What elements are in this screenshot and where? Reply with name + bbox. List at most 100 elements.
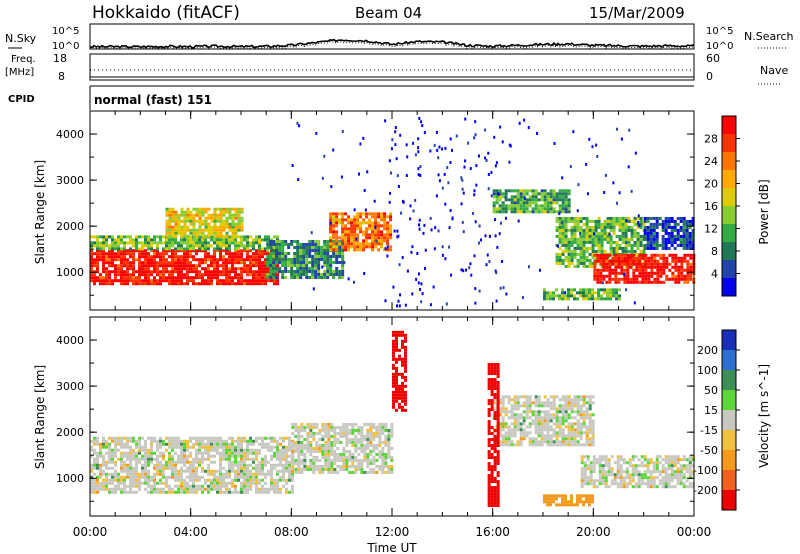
range-tick-label: 3000: [56, 380, 84, 393]
power-colorbar-swatch: [722, 188, 736, 207]
time-tick-label: 04:00: [173, 525, 208, 539]
velocity-colorbar-tick-label: 50: [704, 384, 718, 397]
nsearch-trace: [90, 40, 695, 49]
power-region: [555, 216, 646, 268]
velocity-colorbar-swatch: [722, 330, 736, 351]
nsearch-tick-top: 10^5: [706, 26, 733, 37]
velocity-region: [291, 422, 394, 474]
xaxis-label: Time UT: [366, 541, 417, 554]
velocity-colorbar: Velocity [m s^-1] 200 100 50 15 -15 -50 -100 -2…: [693, 329, 771, 511]
nave-label: Nave: [760, 64, 788, 77]
velocity-colorbar-swatch: [722, 370, 736, 391]
velocity-colorbar-tick-label: -200: [693, 484, 718, 497]
velocity-colorbar-tick-label: -15: [700, 424, 718, 437]
cpid-value: normal (fast) 151: [94, 93, 212, 107]
freq-panel: Freq. [MHz] 18 8 60 0 Nave: [5, 52, 788, 85]
range-tick-label: 4000: [56, 334, 84, 347]
station-title: Hokkaido (fitACF): [92, 3, 240, 23]
range-tick-label: 1000: [56, 472, 84, 485]
freq-tick-bottom: 8: [58, 70, 65, 83]
power-region: [492, 189, 571, 214]
time-tick-label: 20:00: [576, 525, 611, 539]
nsky-tick-top: 10^5: [52, 26, 79, 37]
time-tick-label: 08:00: [274, 525, 309, 539]
nsearch-label: N.Search: [744, 30, 794, 43]
velocity-colorbar-swatch: [722, 410, 736, 431]
power-colorbar-swatch: [722, 170, 736, 189]
velocity-panel: 4000 3000 2000 1000 Slant Range [km]: [33, 316, 695, 517]
velocity-colorbar-tick-label: -50: [700, 444, 718, 457]
power-colorbar-swatch: [722, 224, 736, 243]
nave-tick-bottom: 0: [706, 70, 713, 83]
velocity-colorbar-swatch: [722, 390, 736, 411]
freq-label: Freq.: [11, 54, 36, 65]
power-colorbar-tick-label: 28: [704, 133, 718, 146]
velocity-region: [580, 455, 695, 489]
range-tick-label: 1000: [56, 266, 84, 279]
nsky-panel: N.Sky 10^5 10^0 10^5 10^0 N.Search: [5, 23, 794, 52]
velocity-colorbar-tick-label: 200: [697, 344, 718, 357]
cpid-panel: CPID normal (fast) 151: [8, 85, 694, 110]
time-tick-label: 00:00: [677, 525, 712, 539]
velocity-region: [492, 395, 595, 447]
range-tick-label: 2000: [56, 426, 84, 439]
power-colorbar-tick-label: 16: [704, 200, 718, 213]
power-colorbar-tick-label: 24: [704, 155, 718, 168]
time-axis: Time UT 00:00 04:00 08:00 12:00 16:00 20:00 00…: [73, 111, 712, 554]
velocity-colorbar-swatch: [722, 490, 736, 511]
power-colorbar: Power [dB] 28 24 20 16 12 8 4: [704, 115, 771, 297]
power-region: [329, 212, 393, 252]
time-tick-label: 12:00: [375, 525, 410, 539]
velocity-colorbar-swatch: [722, 450, 736, 471]
velocity-colorbar-tick-label: 100: [697, 364, 718, 377]
range-tick-label: 2000: [56, 220, 84, 233]
freq-tick-top: 18: [53, 52, 67, 65]
beam-label: Beam 04: [355, 4, 422, 22]
power-colorbar-swatch: [722, 116, 736, 135]
power-colorbar-swatch: [722, 278, 736, 297]
velocity-region: [543, 494, 594, 507]
freq-unit: [MHz]: [5, 67, 34, 78]
power-colorbar-swatch: [722, 134, 736, 153]
power-noise: [291, 116, 641, 308]
range-tick-label: 4000: [56, 128, 84, 141]
time-tick-label: 16:00: [475, 525, 510, 539]
power-colorbar-tick-label: 8: [711, 245, 718, 258]
velocity-colorbar-swatch: [722, 430, 736, 451]
power-colorbar-tick-label: 12: [704, 223, 718, 236]
nsearch-tick-bottom: 10^0: [706, 41, 733, 52]
nsky-label: N.Sky: [5, 32, 37, 45]
power-colorbar-swatch: [722, 206, 736, 225]
cpid-label: CPID: [8, 94, 35, 105]
velocity-region: [392, 330, 407, 412]
power-colorbar-swatch: [722, 242, 736, 261]
velocity-region: [90, 436, 294, 494]
power-ylabel: Slant Range [km]: [33, 160, 47, 264]
nsky-trace: [89, 38, 695, 49]
power-region: [543, 288, 621, 301]
velocity-ylabel: Slant Range [km]: [33, 365, 47, 469]
power-region: [643, 216, 695, 250]
power-region: [90, 249, 279, 286]
power-colorbar-tick-label: 4: [711, 268, 718, 281]
power-colorbar-swatch: [722, 152, 736, 171]
velocity-region: [487, 363, 500, 508]
date-label: 15/Mar/2009: [589, 4, 685, 22]
power-region: [165, 207, 244, 238]
velocity-colorbar-tick-label: 15: [704, 404, 718, 417]
nsky-tick-bottom: 10^0: [52, 41, 79, 52]
power-colorbar-tick-label: 20: [704, 178, 718, 191]
power-region: [266, 239, 345, 279]
power-colorbar-label: Power [dB]: [757, 179, 771, 244]
power-region: [593, 253, 696, 284]
range-tick-label: 3000: [56, 174, 84, 187]
velocity-colorbar-swatch: [722, 470, 736, 491]
nave-tick-top: 60: [706, 52, 720, 65]
velocity-colorbar-tick-label: -100: [693, 464, 718, 477]
power-colorbar-swatch: [722, 260, 736, 279]
velocity-colorbar-swatch: [722, 350, 736, 371]
time-tick-label: 00:00: [73, 525, 108, 539]
velocity-colorbar-label: Velocity [m s^-1]: [757, 364, 771, 468]
power-panel: 4000 3000 2000 1000 Slant Range [km]: [33, 110, 696, 311]
